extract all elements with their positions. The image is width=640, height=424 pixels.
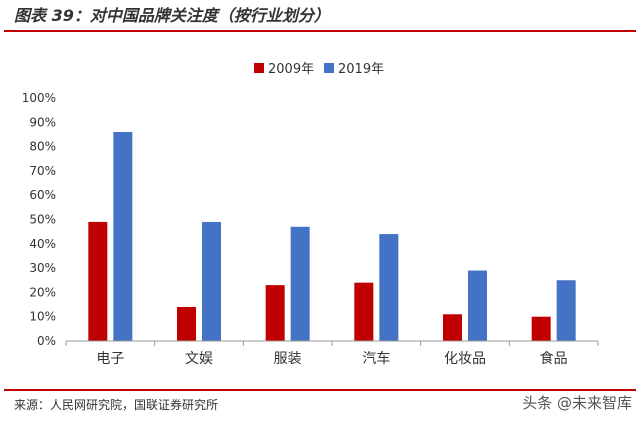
- bar-2009: [265, 285, 285, 341]
- bar-2009: [177, 306, 196, 341]
- top-rule: [4, 30, 636, 32]
- bar-2009: [443, 314, 462, 341]
- y-tick-label: 70%: [29, 164, 56, 178]
- x-category-label: 食品: [540, 350, 568, 367]
- bar-2019: [379, 234, 399, 341]
- y-tick-label: 40%: [29, 237, 56, 251]
- y-tick-label: 90%: [29, 115, 56, 129]
- y-tick-label: 80%: [29, 140, 56, 154]
- y-tick-label: 30%: [29, 261, 56, 275]
- y-tick-label: 50%: [29, 213, 56, 227]
- y-tick-label: 10%: [29, 310, 56, 324]
- y-tick-label: 0%: [37, 334, 56, 348]
- y-tick-label: 60%: [29, 188, 56, 202]
- bar-2009: [88, 221, 108, 341]
- y-axis: 0% 10% 20% 30% 40% 50% 60% 70% 80% 90% 100%: [22, 91, 56, 348]
- legend-swatch-2009: [254, 63, 264, 73]
- bar-2019: [556, 280, 576, 341]
- watermark: 头条 @未来智库: [522, 394, 632, 412]
- x-category-label: 化妆品: [444, 351, 486, 367]
- y-tick-label: 20%: [29, 285, 56, 299]
- bar-2019: [202, 221, 221, 341]
- bars: [88, 132, 576, 341]
- chart-legend: 2009年 2019年: [254, 62, 384, 77]
- x-category-label: 汽车: [362, 350, 390, 367]
- figure-title: 图表 39：对中国品牌关注度（按行业划分）: [14, 6, 330, 25]
- source-note: 来源：人民网研究院，国联证券研究所: [14, 398, 219, 412]
- bar-chart: 2009年 2019年 0% 10% 20% 30% 40% 50% 60% 70% 80% 90%…: [22, 62, 599, 367]
- legend-label-2009: 2009年: [268, 62, 314, 77]
- x-category-label: 文娱: [185, 351, 213, 367]
- bar-2009: [531, 316, 551, 341]
- bar-2019: [113, 132, 133, 341]
- bar-2019: [290, 226, 310, 341]
- legend-swatch-2019: [324, 63, 334, 73]
- x-axis: 电子 文娱 服装 汽车 化妆品 食品: [65, 340, 599, 367]
- y-tick-label: 100%: [22, 91, 56, 105]
- x-category-label: 电子: [96, 351, 124, 367]
- bar-2009: [354, 282, 374, 341]
- legend-label-2019: 2019年: [338, 62, 384, 77]
- x-category-label: 服装: [274, 351, 302, 367]
- bottom-rule: [4, 389, 636, 391]
- bar-2019: [468, 270, 487, 341]
